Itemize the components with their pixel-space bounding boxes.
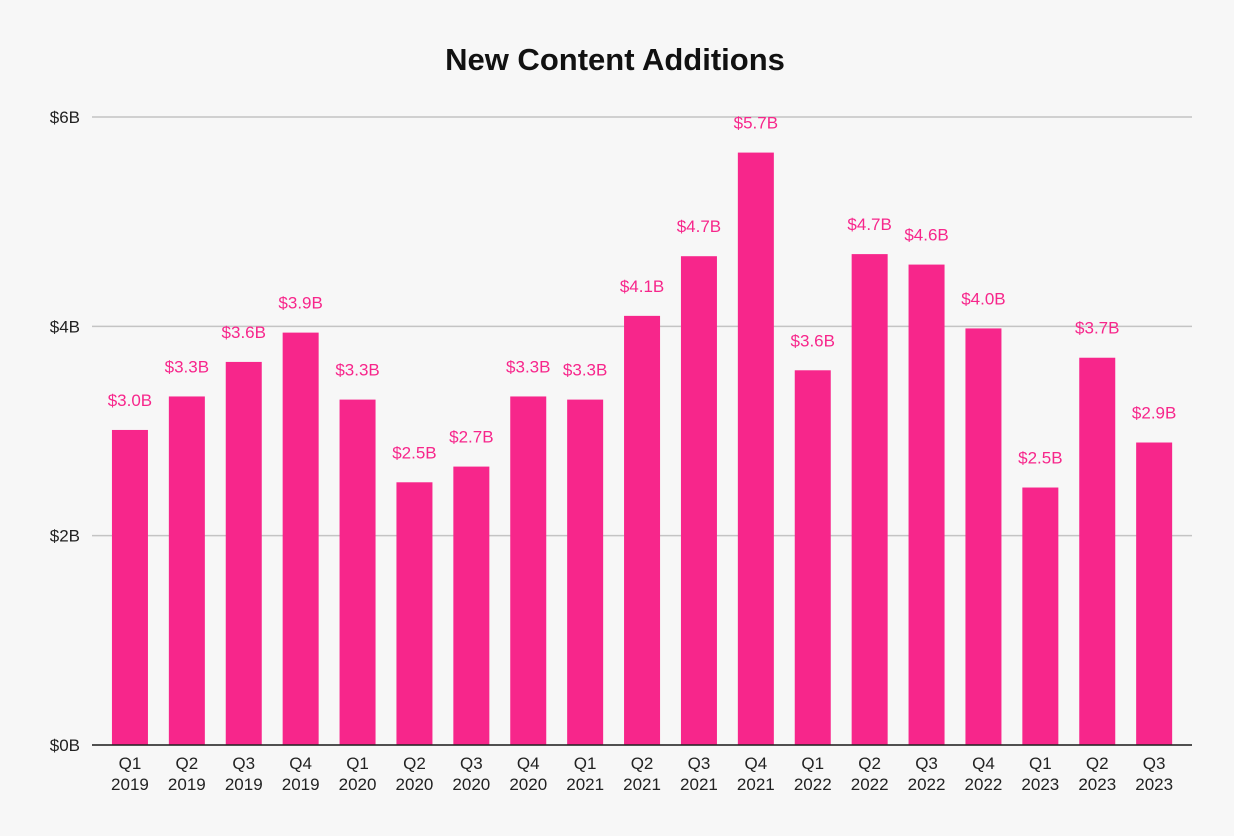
- x-tick-label: Q3 2022: [908, 754, 946, 794]
- value-label: $3.3B: [506, 357, 550, 376]
- x-tick-label: Q3 2021: [680, 754, 718, 794]
- y-tick-label: $0B: [50, 736, 80, 755]
- value-label: $4.6B: [904, 226, 948, 245]
- bar: [510, 396, 547, 745]
- bar: [794, 370, 831, 745]
- value-label: $3.3B: [563, 361, 607, 380]
- x-tick-label: Q4 2019: [282, 754, 320, 794]
- value-label: $3.7B: [1075, 319, 1119, 338]
- bar: [624, 315, 661, 745]
- chart-title: New Content Additions: [445, 42, 785, 77]
- bar: [453, 466, 490, 745]
- x-tick-label: Q1 2021: [566, 754, 604, 794]
- x-tick-label: Q2 2020: [396, 754, 434, 794]
- value-label: $4.7B: [847, 215, 891, 234]
- bar: [111, 429, 148, 745]
- x-tick-label: Q2 2023: [1078, 754, 1116, 794]
- bar: [282, 332, 319, 745]
- x-tick-label: Q3 2019: [225, 754, 263, 794]
- bar: [339, 399, 376, 745]
- bar: [1136, 442, 1173, 745]
- value-label: $3.3B: [335, 361, 379, 380]
- bar: [1022, 487, 1059, 745]
- y-tick-label: $4B: [50, 317, 80, 336]
- x-tick-label: Q2 2019: [168, 754, 206, 794]
- bar: [965, 328, 1002, 745]
- x-tick-label: Q1 2019: [111, 754, 149, 794]
- x-tick-label: Q1 2022: [794, 754, 832, 794]
- value-label: $2.7B: [449, 428, 493, 447]
- x-tick-label: Q4 2021: [737, 754, 775, 794]
- bar: [908, 264, 945, 745]
- y-tick-label: $6B: [50, 108, 80, 127]
- value-label: $4.7B: [677, 217, 721, 236]
- value-label: $5.7B: [734, 114, 778, 133]
- bar: [1079, 357, 1116, 745]
- x-tick-label: Q1 2023: [1021, 754, 1059, 794]
- value-label: $2.5B: [1018, 449, 1062, 468]
- value-label: $3.0B: [108, 391, 152, 410]
- x-tick-label: Q3 2023: [1135, 754, 1173, 794]
- x-tick-label: Q4 2020: [509, 754, 547, 794]
- bar: [168, 396, 205, 745]
- y-tick-label: $2B: [50, 527, 80, 546]
- value-label: $4.1B: [620, 277, 664, 296]
- bar: [225, 361, 262, 745]
- x-tick-label: Q2 2022: [851, 754, 889, 794]
- bar: [396, 482, 433, 745]
- value-label: $2.5B: [392, 443, 436, 462]
- value-label: $3.6B: [791, 331, 835, 350]
- value-label: $4.0B: [961, 289, 1005, 308]
- value-label: $3.9B: [278, 294, 322, 313]
- value-label: $3.6B: [222, 323, 266, 342]
- x-tick-label: Q3 2020: [452, 754, 490, 794]
- x-tick-label: Q2 2021: [623, 754, 661, 794]
- x-tick-label: Q1 2020: [339, 754, 377, 794]
- value-label: $3.3B: [165, 357, 209, 376]
- bar: [567, 399, 604, 745]
- value-label: $2.9B: [1132, 404, 1176, 423]
- x-tick-label: Q4 2022: [965, 754, 1003, 794]
- bar: [737, 152, 774, 745]
- bar: [851, 254, 888, 745]
- bar: [680, 256, 717, 745]
